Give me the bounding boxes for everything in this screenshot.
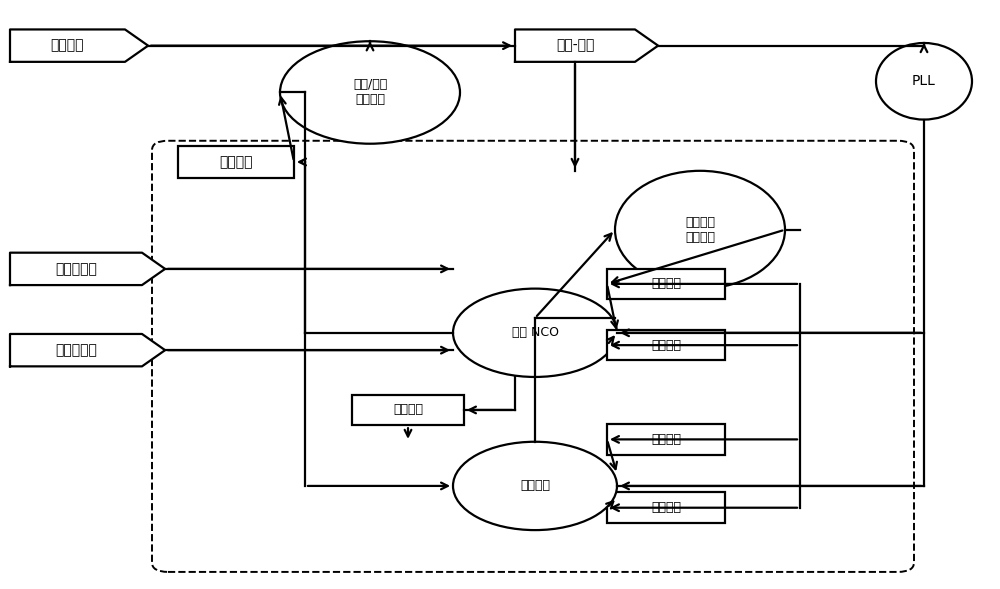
Text: 统计滤波
估计算法: 统计滤波 估计算法 [685,216,715,244]
Text: 正交本振: 正交本振 [219,155,253,169]
Ellipse shape [453,442,617,530]
Text: 频率估计: 频率估计 [651,339,681,352]
Text: 积分-清除: 积分-清除 [556,39,594,52]
Ellipse shape [876,43,972,120]
Text: 数字中频: 数字中频 [51,39,84,52]
Text: 中频标称值: 中频标称值 [55,343,97,357]
Text: 解调/解扩
积分清除: 解调/解扩 积分清除 [353,78,387,107]
Text: 相位估计: 相位估计 [651,501,681,514]
FancyBboxPatch shape [607,330,725,360]
FancyBboxPatch shape [607,269,725,299]
Polygon shape [10,29,148,62]
Polygon shape [10,253,165,285]
Ellipse shape [615,171,785,289]
Polygon shape [515,29,658,62]
Text: 频率捕获值: 频率捕获值 [55,262,97,276]
Text: 载波 NCO: 载波 NCO [512,326,558,339]
Text: 相位估计: 相位估计 [651,433,681,446]
FancyBboxPatch shape [178,146,294,178]
FancyBboxPatch shape [607,492,725,523]
Polygon shape [10,334,165,366]
Text: 频率估计: 频率估计 [651,277,681,290]
Text: 正交混频: 正交混频 [520,479,550,492]
Text: 频率估计与前馈环节: 频率估计与前馈环节 [180,156,248,169]
FancyBboxPatch shape [352,395,464,425]
Text: PLL: PLL [912,74,936,88]
FancyBboxPatch shape [607,424,725,455]
Ellipse shape [280,41,460,144]
Text: 频率输出: 频率输出 [393,403,423,416]
Ellipse shape [453,289,617,377]
